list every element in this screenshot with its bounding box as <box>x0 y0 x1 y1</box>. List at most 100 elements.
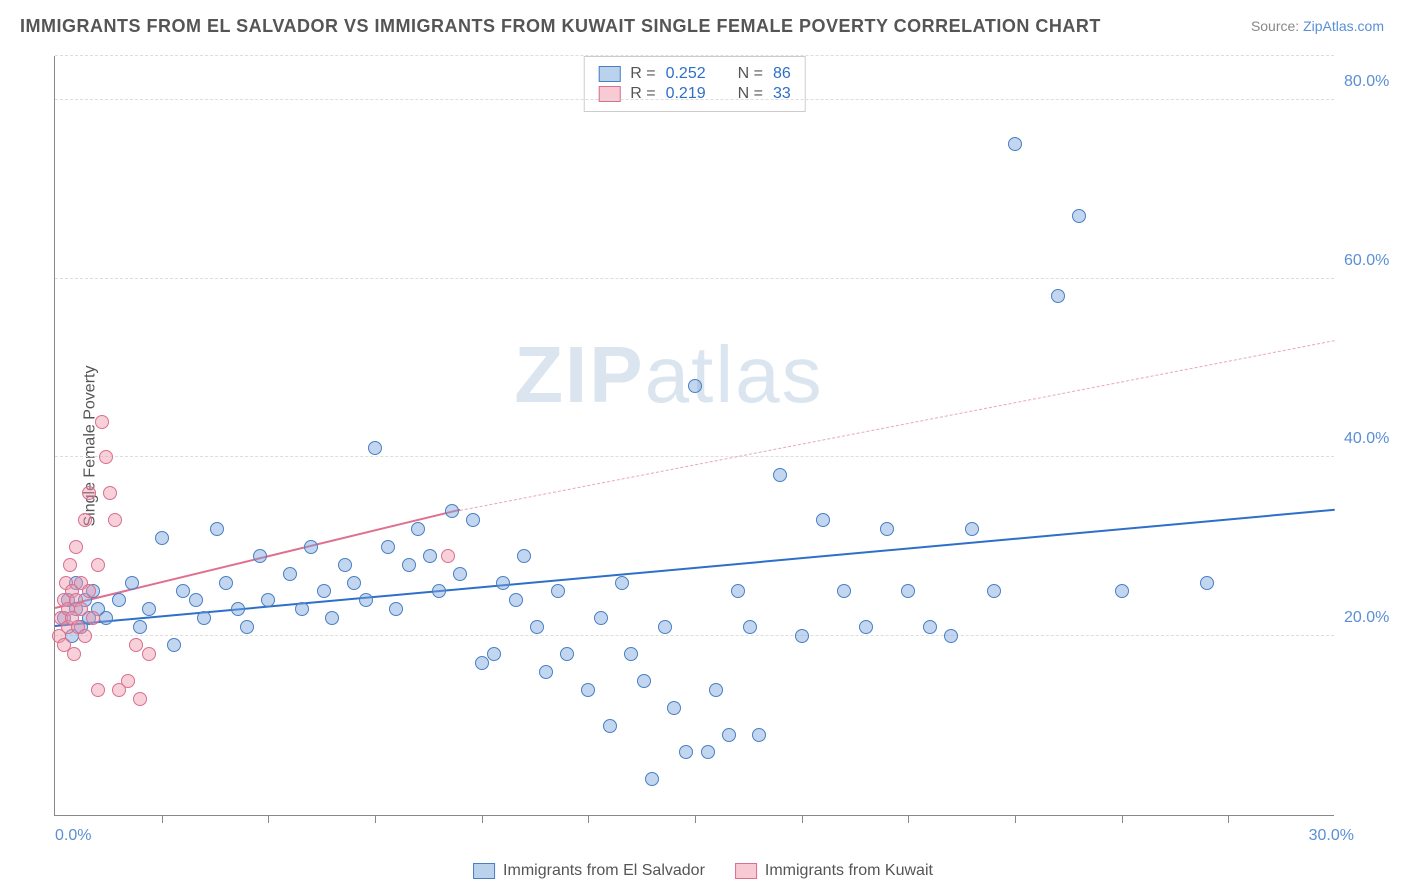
scatter-point <box>475 656 489 670</box>
n-value: 86 <box>773 65 791 83</box>
scatter-point <box>859 620 873 634</box>
scatter-point <box>304 540 318 554</box>
scatter-point <box>624 647 638 661</box>
legend-swatch <box>598 66 620 82</box>
scatter-point <box>731 584 745 598</box>
scatter-point <box>91 683 105 697</box>
scatter-point <box>445 504 459 518</box>
watermark: ZIPatlas <box>514 329 823 421</box>
scatter-point <box>189 593 203 607</box>
y-tick-label: 80.0% <box>1344 73 1404 91</box>
scatter-point <box>99 450 113 464</box>
scatter-point <box>509 593 523 607</box>
scatter-point <box>167 638 181 652</box>
legend-label: Immigrants from Kuwait <box>765 862 933 880</box>
chart-title: IMMIGRANTS FROM EL SALVADOR VS IMMIGRANT… <box>20 16 1101 37</box>
scatter-point <box>74 602 88 616</box>
scatter-point <box>743 620 757 634</box>
x-tick-label: 0.0% <box>55 827 91 845</box>
gridline <box>55 278 1334 279</box>
x-tick <box>588 815 589 823</box>
x-tick <box>375 815 376 823</box>
scatter-point <box>338 558 352 572</box>
scatter-point <box>317 584 331 598</box>
scatter-point <box>381 540 395 554</box>
scatter-point <box>487 647 501 661</box>
scatter-point <box>402 558 416 572</box>
scatter-point <box>496 576 510 590</box>
scatter-point <box>645 772 659 786</box>
scatter-point <box>91 558 105 572</box>
scatter-point <box>231 602 245 616</box>
scatter-point <box>325 611 339 625</box>
x-tick <box>695 815 696 823</box>
scatter-point <box>133 692 147 706</box>
x-tick <box>1015 815 1016 823</box>
x-tick <box>908 815 909 823</box>
scatter-point <box>283 567 297 581</box>
scatter-point <box>944 629 958 643</box>
scatter-point <box>1115 584 1129 598</box>
scatter-point <box>95 415 109 429</box>
x-tick-label: 30.0% <box>1309 827 1354 845</box>
x-tick <box>482 815 483 823</box>
x-tick <box>1228 815 1229 823</box>
scatter-point <box>581 683 595 697</box>
scatter-point <box>210 522 224 536</box>
scatter-point <box>368 441 382 455</box>
scatter-point <box>197 611 211 625</box>
legend-item: Immigrants from Kuwait <box>735 862 933 880</box>
scatter-point <box>176 584 190 598</box>
x-tick <box>162 815 163 823</box>
gridline <box>55 635 1334 636</box>
scatter-point <box>709 683 723 697</box>
scatter-point <box>389 602 403 616</box>
scatter-point <box>615 576 629 590</box>
scatter-point <box>667 701 681 715</box>
scatter-point <box>466 513 480 527</box>
scatter-point <box>295 602 309 616</box>
scatter-point <box>1072 209 1086 223</box>
scatter-point <box>965 522 979 536</box>
y-tick-label: 40.0% <box>1344 430 1404 448</box>
scatter-point <box>816 513 830 527</box>
scatter-point <box>722 728 736 742</box>
scatter-point <box>78 513 92 527</box>
x-tick <box>802 815 803 823</box>
source-link[interactable]: ZipAtlas.com <box>1303 18 1384 34</box>
scatter-point <box>125 576 139 590</box>
scatter-point <box>99 611 113 625</box>
legend-swatch <box>735 863 757 879</box>
scatter-point <box>69 540 83 554</box>
n-label: N = <box>738 85 763 103</box>
legend-label: Immigrants from El Salvador <box>503 862 705 880</box>
scatter-point <box>679 745 693 759</box>
scatter-point <box>411 522 425 536</box>
gridline <box>55 99 1334 100</box>
scatter-point <box>441 549 455 563</box>
scatter-point <box>688 379 702 393</box>
scatter-point <box>112 593 126 607</box>
scatter-point <box>603 719 617 733</box>
r-label: R = <box>630 65 655 83</box>
source-label: Source: <box>1251 18 1303 34</box>
scatter-point <box>129 638 143 652</box>
scatter-plot-area: ZIPatlas R = 0.252N = 86R = 0.219N = 33 … <box>54 56 1334 816</box>
scatter-point <box>701 745 715 759</box>
scatter-point <box>82 486 96 500</box>
scatter-point <box>901 584 915 598</box>
scatter-point <box>142 647 156 661</box>
y-tick-label: 20.0% <box>1344 609 1404 627</box>
gridline <box>55 55 1334 56</box>
scatter-point <box>253 549 267 563</box>
scatter-point <box>219 576 233 590</box>
scatter-point <box>347 576 361 590</box>
scatter-point <box>133 620 147 634</box>
r-value: 0.219 <box>666 85 706 103</box>
scatter-point <box>67 647 81 661</box>
scatter-point <box>517 549 531 563</box>
scatter-point <box>432 584 446 598</box>
scatter-point <box>658 620 672 634</box>
scatter-point <box>923 620 937 634</box>
trend-line <box>55 509 1335 627</box>
